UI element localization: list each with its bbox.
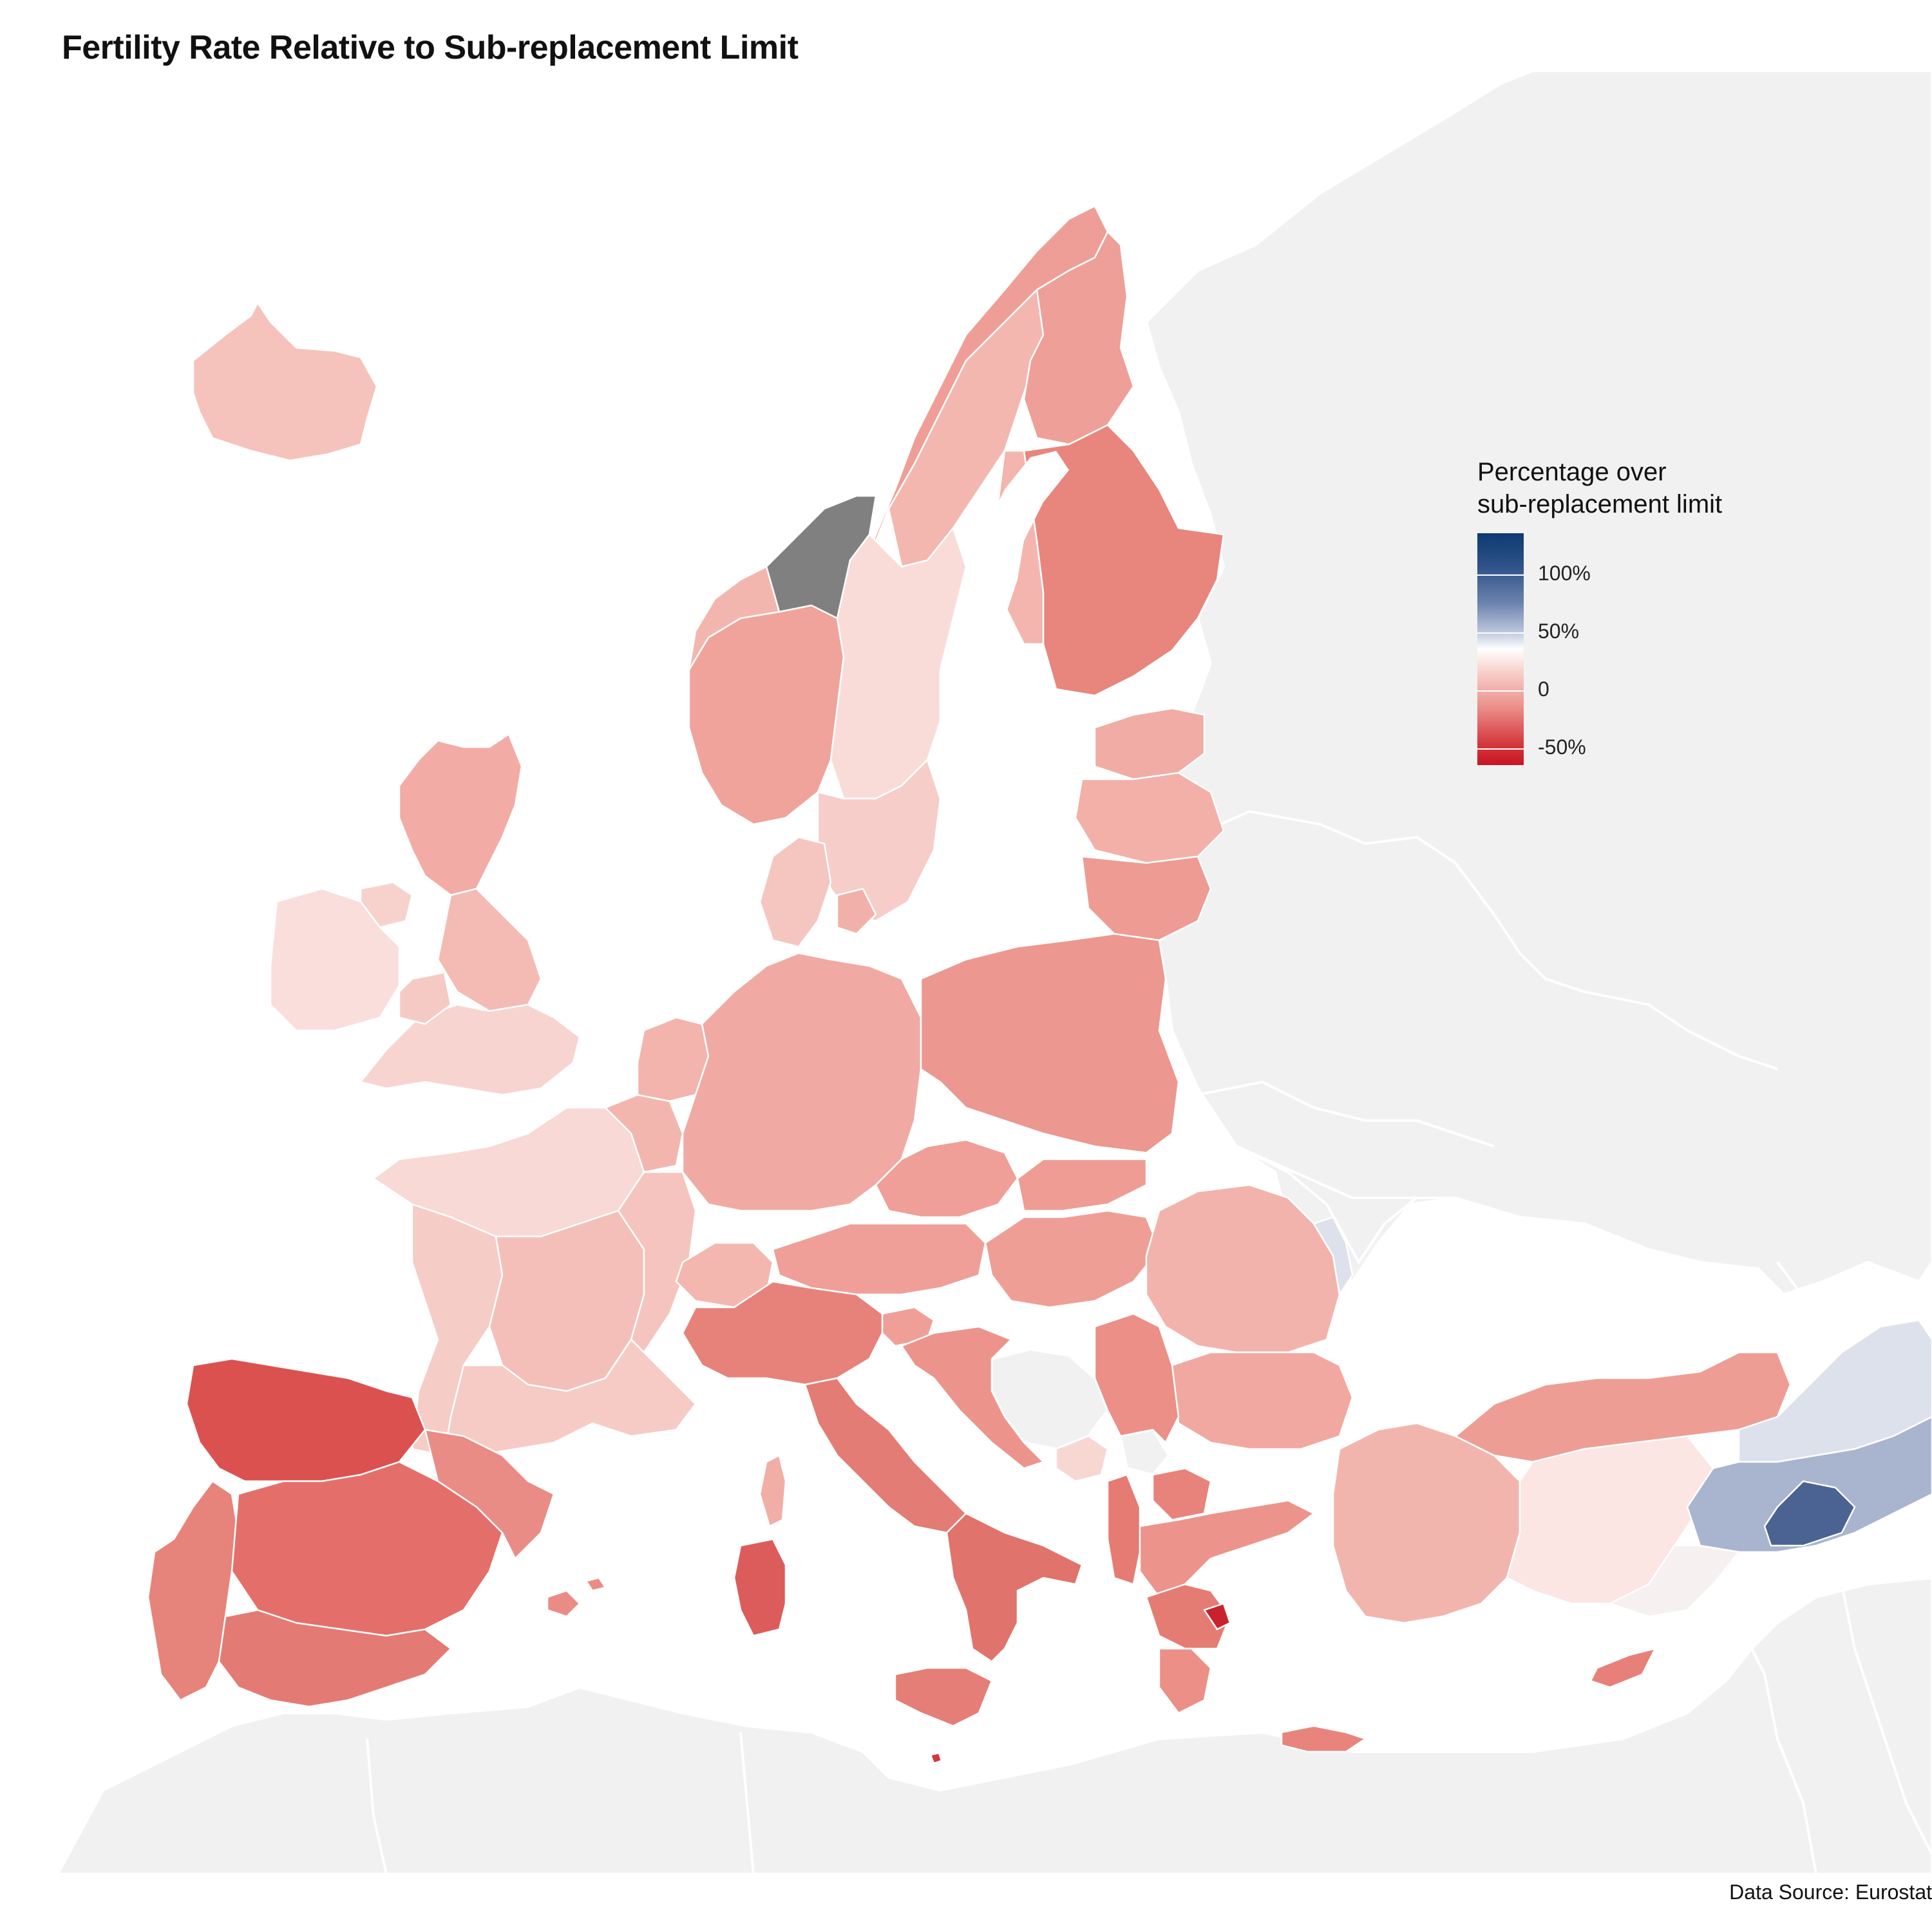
region-crete [1280, 1725, 1367, 1753]
gulf-of-bothnia [960, 451, 1069, 683]
region-greece-north [1139, 1499, 1315, 1598]
data-source-caption: Data Source: Eurostat [1729, 1880, 1932, 1904]
land-ukraine-border [1197, 1080, 1495, 1148]
region-france-east [617, 1171, 697, 1354]
region-spain-north [185, 1358, 426, 1482]
region-estonia [1094, 707, 1206, 781]
region-norway-south [688, 604, 845, 826]
region-wales [398, 971, 452, 1025]
region-spain-east [424, 1428, 555, 1560]
region-sweden-central [829, 527, 967, 800]
water-bodies [940, 451, 1082, 927]
legend-color-bar [1477, 533, 1524, 765]
land-mideast-border [1712, 1583, 1817, 1875]
region-turkey-southeast [1763, 1480, 1856, 1547]
region-balearic [546, 1589, 581, 1618]
region-sweden-south [817, 759, 942, 922]
region-greece-attica [1203, 1602, 1231, 1631]
legend-title-line2: sub-replacement limit [1477, 490, 1723, 518]
region-hungary [984, 1209, 1160, 1309]
legend-tick-neg50 [1477, 748, 1524, 750]
region-poland [920, 933, 1180, 1154]
legend-tick-100 [1477, 574, 1524, 576]
legend-label-neg50: -50% [1538, 735, 1586, 759]
region-north-macedonia [1151, 1467, 1212, 1521]
region-albania [1106, 1473, 1141, 1586]
region-cyprus [1589, 1647, 1656, 1689]
data-regions [147, 205, 1932, 1765]
region-montenegro [1055, 1435, 1109, 1482]
region-turkey-west [1332, 1422, 1521, 1624]
region-scotland [398, 733, 523, 896]
region-peloponnese [1158, 1647, 1212, 1714]
map-title: Fertility Rate Relative to Sub-replaceme… [62, 29, 799, 66]
region-italy-north [681, 1280, 884, 1386]
region-france-south [443, 1338, 697, 1457]
region-italy-central [804, 1377, 967, 1534]
land-east [1144, 70, 1932, 1296]
region-sicily [894, 1667, 993, 1727]
region-spain-south [218, 1609, 452, 1708]
legend-label-0: 0 [1538, 677, 1549, 701]
region-balearic-2 [585, 1577, 607, 1592]
region-corsica [759, 1454, 787, 1528]
region-italy-south [945, 1512, 1083, 1663]
region-latvia [1074, 772, 1225, 864]
region-croatia [900, 1325, 1045, 1470]
region-england-south [359, 1003, 581, 1096]
region-denmark [759, 836, 832, 948]
region-greece-central [1145, 1583, 1231, 1650]
region-germany [681, 952, 922, 1212]
region-austria [772, 1222, 987, 1296]
land-mideast-border-2 [1841, 1584, 1932, 1855]
legend-tick-0 [1477, 690, 1524, 692]
region-sardinia [733, 1538, 787, 1637]
region-serbia [1094, 1312, 1180, 1444]
legend-tick-50 [1477, 632, 1524, 634]
land-ukraine [1236, 1145, 1455, 1265]
region-finland-lapland [1023, 231, 1135, 446]
region-ireland [269, 887, 401, 1032]
legend-title: Percentage over sub-replacement limit [1477, 456, 1722, 520]
region-iceland [192, 301, 378, 462]
region-denmark-zealand [836, 887, 877, 935]
land-africa-border-2 [739, 1732, 755, 1875]
background-land [55, 70, 1932, 1875]
land-belarus-border [1191, 810, 1778, 1070]
region-norway-west [688, 565, 781, 671]
legend-title-line1: Percentage over [1477, 458, 1667, 486]
region-romania [1145, 1184, 1341, 1354]
region-moldova [1312, 1216, 1354, 1296]
land-africa [55, 1576, 1932, 1875]
land-africa-border [366, 1738, 388, 1875]
region-slovakia [1016, 1158, 1148, 1212]
region-bulgaria [1171, 1351, 1354, 1450]
legend-label-50: 50% [1538, 620, 1580, 643]
baltic-sea [940, 683, 1082, 927]
region-lithuania [1081, 855, 1212, 942]
region-turkey-south [1609, 1544, 1740, 1618]
legend-label-100: 100% [1538, 562, 1591, 585]
region-england-north [437, 887, 542, 1012]
region-malta [929, 1752, 943, 1765]
